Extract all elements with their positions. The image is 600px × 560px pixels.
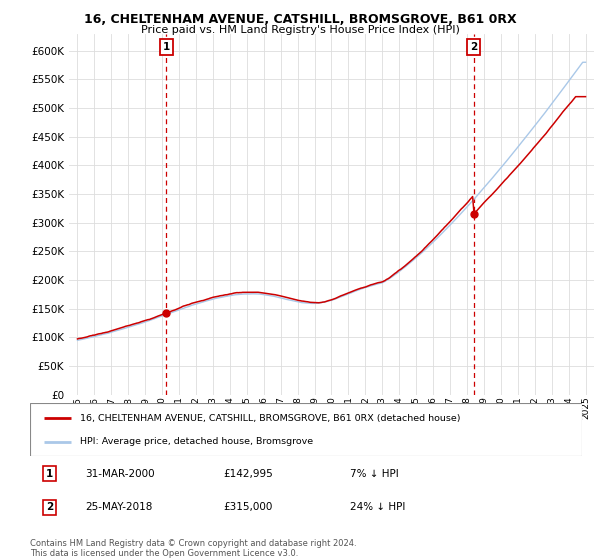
Text: 2: 2 [470,42,478,52]
Text: Price paid vs. HM Land Registry's House Price Index (HPI): Price paid vs. HM Land Registry's House … [140,25,460,35]
Text: 1: 1 [46,469,53,479]
Text: HPI: Average price, detached house, Bromsgrove: HPI: Average price, detached house, Brom… [80,437,313,446]
Text: 7% ↓ HPI: 7% ↓ HPI [350,469,399,479]
Text: 1: 1 [163,42,170,52]
Text: 25-MAY-2018: 25-MAY-2018 [85,502,152,512]
Text: 31-MAR-2000: 31-MAR-2000 [85,469,155,479]
Text: 2: 2 [46,502,53,512]
Text: 24% ↓ HPI: 24% ↓ HPI [350,502,406,512]
Text: Contains HM Land Registry data © Crown copyright and database right 2024.
This d: Contains HM Land Registry data © Crown c… [30,539,356,558]
Text: 16, CHELTENHAM AVENUE, CATSHILL, BROMSGROVE, B61 0RX (detached house): 16, CHELTENHAM AVENUE, CATSHILL, BROMSGR… [80,414,460,423]
Text: £142,995: £142,995 [223,469,273,479]
Text: £315,000: £315,000 [223,502,272,512]
FancyBboxPatch shape [30,403,582,456]
Text: 16, CHELTENHAM AVENUE, CATSHILL, BROMSGROVE, B61 0RX: 16, CHELTENHAM AVENUE, CATSHILL, BROMSGR… [83,13,517,26]
